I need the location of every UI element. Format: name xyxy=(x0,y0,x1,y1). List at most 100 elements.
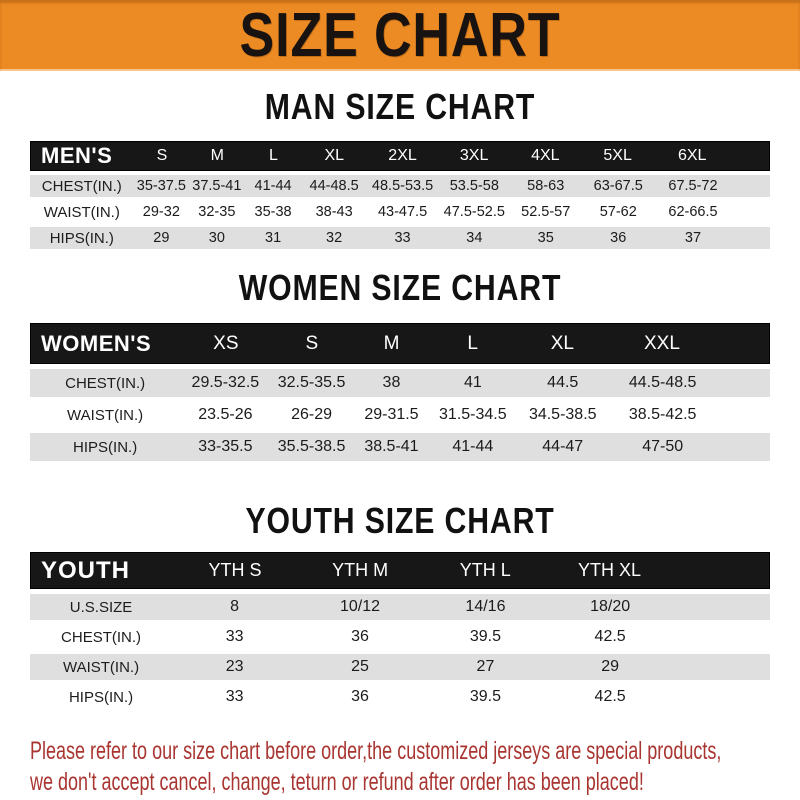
size-cell: 35 xyxy=(537,230,554,246)
size-cell: 47.5-52.5 xyxy=(443,204,505,220)
size-cell: 57-62 xyxy=(599,204,637,220)
size-cell: 26-29 xyxy=(291,406,332,423)
size-cell: 31.5-34.5 xyxy=(439,406,507,423)
row-label: WAIST(IN.) xyxy=(67,406,144,424)
column-header: YTH S xyxy=(208,560,262,580)
men-header-label: MEN'S xyxy=(41,143,113,168)
size-cell: 37 xyxy=(684,230,702,246)
column-header: M xyxy=(210,147,224,164)
column-header: L xyxy=(467,332,478,354)
table-row: CHEST(IN.) 35-37.5 37.5-41 41-44 44-48.5… xyxy=(30,175,770,197)
column-header: XL xyxy=(324,147,345,164)
row-label: HIPS(IN.) xyxy=(68,688,134,706)
youth-size-table: YOUTH YTH S YTH M YTH L YTH XL U.S.SIZE … xyxy=(30,552,770,710)
column-header: S xyxy=(305,332,319,354)
size-cell: 41 xyxy=(463,374,482,391)
size-cell: 33 xyxy=(225,628,244,645)
size-cell: 48.5-53.5 xyxy=(371,178,434,194)
size-cell: 67.5-72 xyxy=(668,178,718,194)
size-cell: 33 xyxy=(225,688,244,705)
table-row: HIPS(IN.) 33 36 39.5 42.5 xyxy=(30,684,770,710)
size-cell: 29 xyxy=(601,658,620,675)
women-header-label: WOMEN'S xyxy=(41,330,152,356)
size-cell: 38.5-42.5 xyxy=(628,406,697,423)
size-cell: 38 xyxy=(382,374,401,391)
size-cell: 35-38 xyxy=(254,204,292,220)
row-label: U.S.SIZE xyxy=(69,598,133,616)
column-header: 3XL xyxy=(459,147,489,164)
row-label: HIPS(IN.) xyxy=(73,438,138,456)
size-cell: 44.5-48.5 xyxy=(628,374,697,391)
size-cell: 36 xyxy=(351,688,369,705)
size-cell: 29 xyxy=(153,230,170,246)
banner-title: SIZE CHART xyxy=(239,0,561,70)
table-row: CHEST(IN.) 29.5-32.5 32.5-35.5 38 41 44.… xyxy=(30,369,770,397)
youth-section-heading: YOUTH SIZE CHART xyxy=(245,500,555,541)
size-cell: 29-32 xyxy=(142,204,180,220)
size-cell: 58-63 xyxy=(527,178,565,194)
size-cell: 34.5-38.5 xyxy=(528,406,597,423)
size-cell: 29.5-32.5 xyxy=(191,374,260,391)
men-table-header-row: MEN'S S M L XL 2XL 3XL 4XL 5XL 6XL xyxy=(30,141,770,171)
size-cell: 62-66.5 xyxy=(668,204,718,220)
size-cell: 34 xyxy=(466,230,483,246)
column-header: YTH L xyxy=(459,560,511,580)
size-cell: 63-67.5 xyxy=(593,178,643,194)
disclaimer-line-1: Please refer to our size chart before or… xyxy=(30,737,722,765)
column-header: 5XL xyxy=(603,147,632,164)
size-cell: 44.5 xyxy=(547,374,579,391)
size-cell: 25 xyxy=(351,658,369,675)
column-header: YTH M xyxy=(332,560,389,580)
row-label: WAIST(IN.) xyxy=(62,658,140,676)
size-cell: 32-35 xyxy=(198,204,236,220)
size-cell: 47-50 xyxy=(642,438,684,455)
size-cell: 53.5-58 xyxy=(449,178,499,194)
size-cell: 32.5-35.5 xyxy=(277,374,346,391)
column-header: 6XL xyxy=(677,147,707,164)
size-cell: 41-44 xyxy=(452,438,494,455)
size-cell: 36 xyxy=(351,628,369,645)
size-chart-banner: SIZE CHART xyxy=(0,0,800,71)
youth-header-label: YOUTH xyxy=(41,556,130,584)
row-label: CHEST(IN.) xyxy=(65,374,146,392)
size-cell: 41-44 xyxy=(254,178,292,194)
column-header: YTH XL xyxy=(578,560,642,580)
size-cell: 23.5-26 xyxy=(198,406,253,423)
size-cell: 32 xyxy=(326,230,343,246)
size-cell: 42.5 xyxy=(594,688,626,705)
table-row: HIPS(IN.) 33-35.5 35.5-38.5 38.5-41 41-4… xyxy=(30,433,770,461)
table-row: WAIST(IN.) 23.5-26 26-29 29-31.5 31.5-34… xyxy=(30,401,770,429)
size-cell: 42.5 xyxy=(594,628,626,645)
women-size-table: WOMEN'S XS S M L XL XXL CHEST(IN.) 29.5-… xyxy=(30,323,770,461)
men-size-table: MEN'S S M L XL 2XL 3XL 4XL 5XL 6XL CHEST… xyxy=(30,141,770,249)
column-header: XXL xyxy=(643,332,680,354)
row-label: HIPS(IN.) xyxy=(49,229,114,247)
size-cell: 29-31.5 xyxy=(364,406,419,423)
size-cell: 33-35.5 xyxy=(198,438,253,455)
size-cell: 35-37.5 xyxy=(136,178,186,194)
table-row: U.S.SIZE 8 10/12 14/16 18/20 xyxy=(30,594,770,620)
size-cell: 52.5-57 xyxy=(521,204,571,220)
women-section-heading: WOMEN SIZE CHART xyxy=(238,267,562,308)
size-cell: 23 xyxy=(225,658,244,675)
row-label: WAIST(IN.) xyxy=(43,203,120,221)
youth-table-header-row: YOUTH YTH S YTH M YTH L YTH XL xyxy=(30,552,770,589)
column-header: XL xyxy=(550,332,574,354)
size-cell: 31 xyxy=(265,230,282,246)
men-section-heading: MAN SIZE CHART xyxy=(264,86,536,127)
size-cell: 43-47.5 xyxy=(377,204,428,220)
size-cell: 18/20 xyxy=(590,598,631,615)
size-cell: 36 xyxy=(610,230,627,246)
size-cell: 33 xyxy=(394,230,411,246)
size-cell: 30 xyxy=(208,230,225,246)
size-cell: 37.5-41 xyxy=(192,178,242,194)
order-disclaimer: Please refer to our size chart before or… xyxy=(0,736,800,798)
table-row: CHEST(IN.) 33 36 39.5 42.5 xyxy=(30,624,770,650)
size-cell: 14/16 xyxy=(465,598,506,615)
column-header: L xyxy=(268,147,278,164)
table-row: WAIST(IN.) 23 25 27 29 xyxy=(30,654,770,680)
disclaimer-line-2: we don't accept cancel, change, teturn o… xyxy=(30,768,644,796)
column-header: 4XL xyxy=(531,147,560,164)
size-cell: 38-43 xyxy=(315,204,353,220)
size-cell: 10/12 xyxy=(340,598,381,615)
